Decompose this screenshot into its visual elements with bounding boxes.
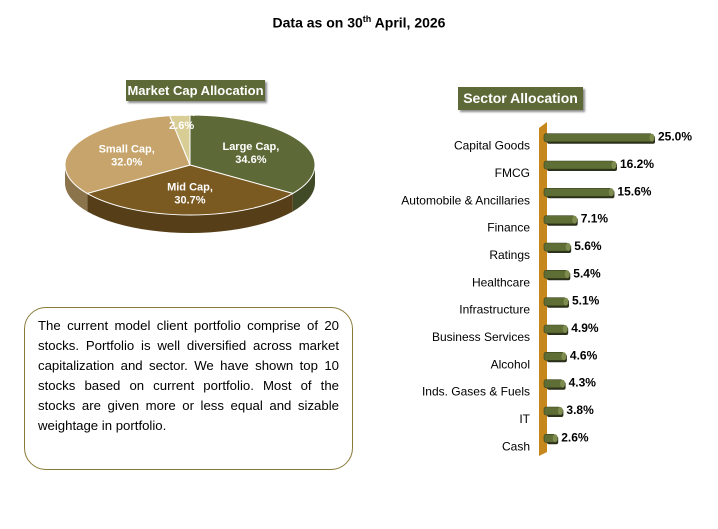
bar-value-label: 7.1% bbox=[581, 212, 609, 226]
bar-end-cap bbox=[649, 133, 655, 142]
bar-end-cap bbox=[561, 352, 567, 361]
bar-end-cap bbox=[557, 407, 563, 415]
bar-category-label: Cash bbox=[502, 439, 530, 453]
portfolio-commentary: The current model client portfolio compr… bbox=[24, 307, 353, 470]
bar-value-label: 4.9% bbox=[571, 321, 599, 335]
bar bbox=[543, 379, 563, 389]
pie-slice bbox=[189, 114, 316, 194]
pie-value-label: 30.7% bbox=[174, 195, 205, 207]
bar bbox=[543, 133, 653, 142]
bar-category-label: IT bbox=[519, 412, 530, 426]
pie-category-label: Small Cap, bbox=[99, 143, 155, 155]
bar-end-cap bbox=[560, 379, 566, 388]
bar-category-label: Infrastructure bbox=[459, 303, 530, 317]
title-superscript: th bbox=[362, 14, 372, 24]
pie-value-label: 32.0% bbox=[111, 156, 142, 168]
bar-category-label: FMCG bbox=[495, 166, 530, 180]
market-cap-pie-chart: Large Cap,34.6% Mid Cap,30.7% Small Cap,32… bbox=[64, 107, 316, 233]
bar bbox=[543, 215, 576, 224]
bar-end-cap bbox=[552, 434, 558, 443]
bar-category-label: Capital Goods bbox=[454, 139, 530, 153]
bar bbox=[543, 297, 567, 306]
title-text: Data as on 30 bbox=[272, 14, 363, 31]
pie-slice bbox=[168, 114, 191, 166]
bar-axis bbox=[539, 122, 547, 456]
bar bbox=[543, 324, 566, 334]
bar-category-label: Alcohol bbox=[491, 357, 530, 371]
bar-end-cap bbox=[562, 325, 568, 333]
pie-slice bbox=[85, 164, 295, 216]
bar-end-cap bbox=[572, 215, 578, 224]
bar-category-label: Healthcare bbox=[472, 275, 530, 289]
pie-category-label: Cash bbox=[168, 107, 195, 119]
pie-category-label: Large Cap, bbox=[222, 141, 279, 153]
pie-value-label: 34.6% bbox=[235, 154, 266, 166]
bar-category-label: Automobile & Ancillaries bbox=[401, 193, 530, 207]
bar-end-cap bbox=[611, 161, 617, 169]
bar-value-label: 25.0% bbox=[658, 130, 692, 144]
bar bbox=[543, 270, 568, 279]
pie-slice-side bbox=[292, 165, 315, 212]
bar-value-label: 15.6% bbox=[617, 184, 651, 198]
bar-value-label: 3.8% bbox=[566, 403, 594, 417]
bar-end-cap bbox=[564, 270, 570, 279]
sector-allocation-bar-chart: Capital Goods 25.0% FMCG 16.2% Automobile & … bbox=[401, 122, 692, 456]
bar-value-label: 4.3% bbox=[569, 376, 597, 390]
market-cap-title: Market Cap Allocation bbox=[126, 80, 265, 101]
bar bbox=[543, 352, 565, 361]
bar-category-label: Ratings bbox=[489, 248, 530, 262]
sector-allocation-title: Sector Allocation bbox=[458, 87, 583, 110]
page-title: Data as on 30th April, 2026 bbox=[0, 14, 718, 31]
bar-value-label: 16.2% bbox=[620, 157, 654, 171]
pie-value-label: 2.6% bbox=[169, 120, 194, 132]
bar-end-cap bbox=[565, 243, 571, 251]
pie-category-label: Mid Cap, bbox=[167, 182, 213, 194]
bar-end-cap bbox=[608, 188, 614, 197]
bar-category-label: Inds. Gases & Fuels bbox=[422, 385, 530, 399]
bar-value-label: 5.6% bbox=[574, 239, 602, 253]
bar-value-label: 4.6% bbox=[570, 348, 598, 362]
bar-value-label: 5.1% bbox=[572, 294, 600, 308]
bar bbox=[543, 242, 569, 252]
pie-slice bbox=[64, 115, 191, 194]
bar-value-label: 5.4% bbox=[573, 266, 601, 280]
pie-slice-side bbox=[65, 165, 88, 212]
pie-slice-side bbox=[87, 193, 293, 233]
bar-category-label: Finance bbox=[487, 221, 530, 235]
title-text-suffix: April, 2026 bbox=[371, 14, 446, 31]
bar-category-label: Business Services bbox=[432, 330, 530, 344]
bar bbox=[543, 188, 612, 197]
bar-value-label: 2.6% bbox=[561, 430, 589, 444]
bar-end-cap bbox=[563, 297, 569, 306]
bar bbox=[543, 160, 615, 170]
